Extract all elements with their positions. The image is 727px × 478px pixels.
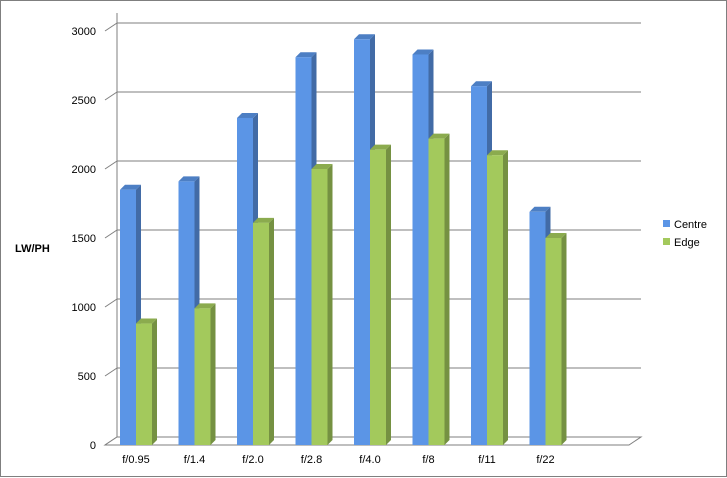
x-tick-label: f/0.95	[122, 454, 150, 466]
x-tick-label: f/22	[536, 454, 554, 466]
y-tick-label: 2000	[72, 164, 96, 176]
bar-edge-0	[136, 318, 157, 445]
bar-edge-4	[370, 144, 391, 445]
x-tick-label: f/8	[422, 454, 434, 466]
x-tick-label: f/1.4	[184, 454, 205, 466]
bar-edge-1	[194, 303, 216, 445]
legend-label-centre: Centre	[674, 219, 707, 231]
bar-edge-2	[253, 217, 274, 445]
x-tick-label: f/2.8	[301, 454, 322, 466]
bar-edge-5	[428, 133, 450, 445]
bar-edge-3	[311, 164, 333, 445]
x-tick-label: f/2.0	[242, 454, 263, 466]
legend: Centre Edge	[663, 219, 707, 249]
y-tick-label: 3000	[72, 26, 96, 38]
legend-swatch-centre	[663, 220, 670, 227]
bars	[120, 34, 567, 446]
gridline-depth	[104, 160, 118, 170]
y-tick-label: 0	[90, 440, 96, 452]
gridline-depth	[104, 367, 118, 377]
y-tick-label: 1500	[72, 233, 96, 245]
x-tick-labels: f/0.95 f/1.4 f/2.0 f/2.8 f/4.0 f/8 f/11 f/22	[122, 454, 554, 466]
y-tick-labels: 0 500 1000 1500 2000 2500 3000	[72, 26, 96, 452]
bar-edge-7	[545, 233, 567, 445]
y-tick-label: 500	[78, 371, 96, 383]
gridline-depth	[104, 298, 118, 308]
x-tick-label: f/4.0	[359, 454, 380, 466]
y-axis-label: LW/PH	[15, 243, 50, 255]
bar-edge-6	[487, 150, 508, 445]
gridline-depth	[104, 22, 118, 32]
y-tick-label: 1000	[72, 302, 96, 314]
y-tick-label: 2500	[72, 95, 96, 107]
gridline-depth	[104, 91, 118, 101]
x-tick-label: f/11	[478, 454, 496, 466]
legend-label-edge: Edge	[674, 237, 700, 249]
legend-swatch-edge	[663, 238, 670, 245]
gridline-depth	[104, 229, 118, 239]
